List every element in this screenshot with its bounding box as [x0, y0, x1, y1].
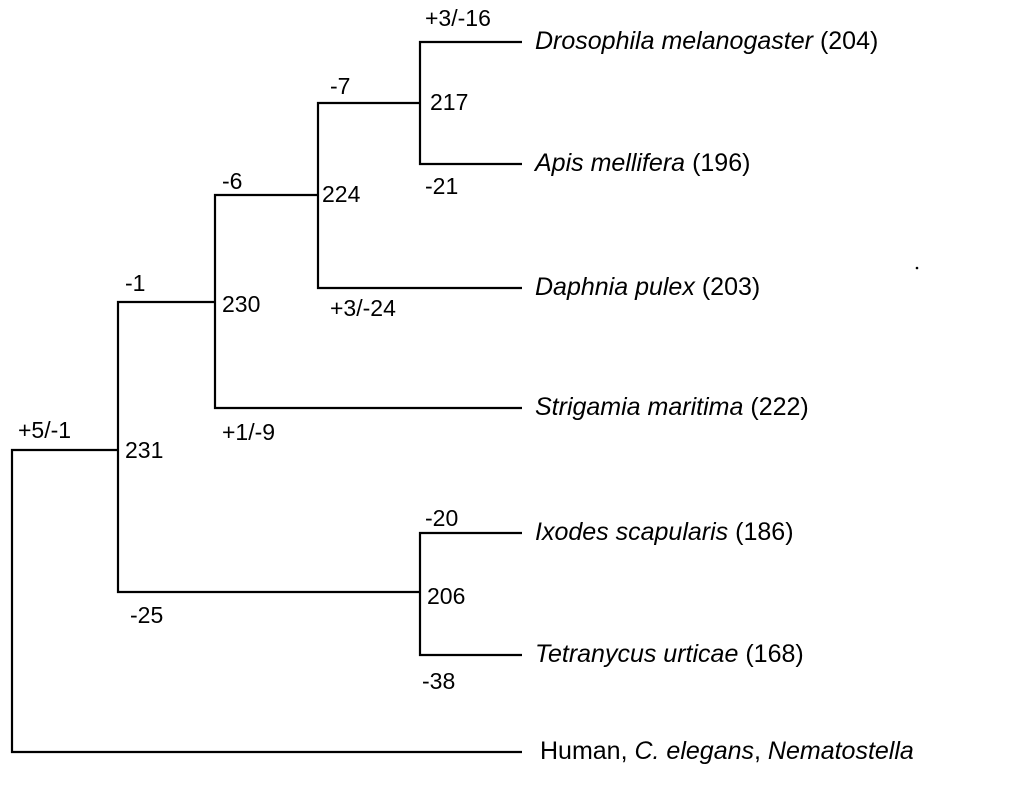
node-224-branch [316, 101, 522, 290]
leaf-count: (222) [750, 393, 808, 421]
leaf-name: Ixodes scapularis [535, 518, 728, 546]
leaf-count: (203) [702, 273, 760, 301]
leaf-label: Human, C. elegans, Nematostella [540, 737, 914, 765]
leaf-label: Apis mellifera (196) [533, 149, 750, 177]
node-label: 224 [322, 181, 361, 207]
leaf-name: C. elegans [634, 737, 754, 765]
branch-label: +5/-1 [18, 417, 71, 443]
node-label: 230 [222, 291, 260, 317]
leaf-label: Ixodes scapularis (186) [535, 518, 794, 546]
leaf-name: Human, [540, 737, 634, 765]
node-label: 231 [125, 437, 163, 463]
node-231-branch [116, 300, 420, 594]
leaf-label: Tetranycus urticae (168) [535, 640, 804, 668]
leaf-name: Strigamia maritima [535, 393, 743, 421]
node-label: 217 [430, 89, 468, 115]
branch-label: +3/-16 [425, 5, 491, 31]
node-label: 206 [427, 583, 465, 609]
leaf-count: (168) [745, 640, 803, 668]
leaf-name: Apis mellifera [533, 149, 685, 177]
node-217-branch [418, 40, 522, 166]
branch-label: -25 [130, 602, 163, 628]
node-230-branch [213, 193, 522, 410]
leaf-name: Tetranycus urticae [535, 640, 738, 668]
leaf-name: , [754, 737, 768, 765]
branch-label: -21 [425, 173, 458, 199]
stray-dot [915, 266, 919, 270]
leaf-name: Drosophila melanogaster [535, 27, 815, 55]
leaf-label: Daphnia pulex (203) [535, 273, 760, 301]
leaf-label: Drosophila melanogaster (204) [535, 27, 878, 55]
branch-label: -1 [125, 270, 145, 296]
leaf-label: Strigamia maritima (222) [535, 393, 809, 421]
branch-label: -20 [425, 505, 458, 531]
leaf-name: Daphnia pulex [535, 273, 696, 301]
leaf-count: (204) [820, 27, 878, 55]
root-branch [10, 448, 522, 754]
branch-label: -7 [330, 73, 350, 99]
branch-label: -38 [422, 668, 455, 694]
branch-label: -6 [222, 168, 242, 194]
leaf-count: (186) [735, 518, 793, 546]
leaf-name: Nematostella [768, 737, 914, 765]
tree-branches [10, 40, 522, 754]
leaf-count: (196) [692, 149, 750, 177]
node-206-branch [418, 531, 522, 657]
branch-label: +1/-9 [222, 419, 275, 445]
branch-label: +3/-24 [330, 295, 396, 321]
leaf-labels: Drosophila melanogaster (204) Apis mellife… [533, 27, 914, 765]
